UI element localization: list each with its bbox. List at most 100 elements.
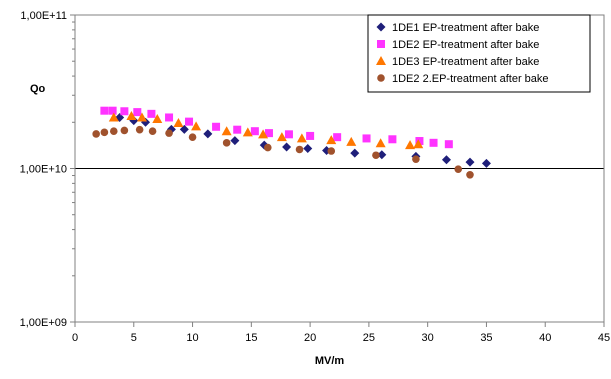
x-tick-label: 20 (304, 332, 316, 344)
axes: 0 5 10 15 20 25 30 35 40 45 1,00E+09 1,00E+10 1,00E+… (20, 10, 611, 344)
y-tick-label: 1,00E+09 (20, 317, 67, 329)
data-point-triangle (137, 112, 148, 122)
data-point-square (429, 138, 438, 147)
data-point-triangle (126, 110, 137, 120)
data-point-triangle (152, 114, 163, 124)
x-tick-label: 10 (186, 332, 198, 344)
data-point-circle (100, 128, 109, 137)
legend-marker-triangle (376, 56, 386, 65)
y-axis-title: Qo (30, 83, 46, 95)
series-2 (100, 106, 453, 149)
data-point-circle (466, 170, 474, 179)
data-point-diamond (203, 129, 213, 139)
series-3 (108, 110, 424, 150)
data-point-triangle (191, 121, 202, 131)
data-point-square (120, 107, 129, 116)
data-point-square (444, 140, 453, 149)
data-point-square (284, 130, 293, 139)
legend-marker-diamond (376, 22, 386, 32)
legend-marker-square (377, 40, 385, 48)
data-point-square (133, 108, 142, 117)
data-point-diamond (179, 124, 189, 134)
x-tick-label: 35 (480, 332, 492, 344)
data-point-square (100, 106, 109, 115)
data-point-diamond (441, 155, 451, 165)
data-point-circle (109, 127, 118, 135)
data-point-triangle (108, 112, 119, 122)
legend-marker-circle (377, 74, 385, 82)
data-point-triangle (258, 129, 269, 139)
data-point-square (264, 129, 273, 138)
data-point-triangle (276, 132, 287, 142)
x-tick-label: 0 (72, 332, 78, 344)
legend-entry-1de1: 1DE1 EP-treatment after bake (376, 22, 539, 34)
legend-label: 1DE2 EP-treatment after bake (392, 39, 539, 51)
x-tick-label: 5 (131, 332, 137, 344)
data-point-circle (412, 155, 420, 163)
series-4 (92, 125, 474, 179)
legend-entry-1de3: 1DE3 EP-treatment after bake (376, 56, 539, 68)
data-point-triangle (405, 140, 416, 150)
data-point-diamond (303, 143, 313, 153)
x-tick-label: 45 (598, 332, 610, 344)
data-point-triangle (296, 133, 307, 143)
data-point-circle (372, 151, 380, 160)
data-point-circle (222, 139, 231, 147)
legend-marker-circle (377, 74, 385, 82)
data-point-circle (327, 147, 336, 155)
data-point-circle (120, 126, 129, 135)
legend-marker-triangle (376, 56, 386, 65)
legend-label: 1DE2 2.EP-treatment after bake (392, 73, 549, 85)
legend-label: 1DE3 EP-treatment after bake (392, 56, 539, 68)
data-point-triangle (413, 139, 424, 149)
data-point-circle (295, 145, 304, 154)
data-point-circle (454, 165, 463, 173)
data-point-diamond (350, 148, 360, 158)
data-point-diamond (377, 150, 387, 160)
x-tick-label: 25 (363, 332, 375, 344)
data-point-diamond (282, 142, 292, 152)
legend-entry-1de2: 1DE2 EP-treatment after bake (377, 39, 539, 51)
series-points (92, 106, 491, 179)
data-point-square (233, 125, 242, 134)
legend-box (367, 14, 591, 93)
data-point-circle (165, 129, 173, 137)
data-point-diamond (481, 158, 491, 168)
data-point-diamond (230, 136, 240, 146)
data-point-triangle (242, 127, 253, 137)
data-point-circle (188, 133, 197, 141)
x-tick-label: 40 (539, 332, 551, 344)
x-tick-label: 30 (422, 332, 434, 344)
data-point-triangle (173, 117, 184, 127)
data-point-square (250, 127, 259, 136)
legend-label: 1DE1 EP-treatment after bake (392, 22, 539, 34)
data-point-triangle (221, 126, 232, 136)
data-point-square (185, 117, 194, 126)
data-point-circle (148, 127, 157, 135)
data-point-square (388, 135, 397, 144)
data-point-circle (92, 130, 100, 138)
data-point-square (147, 109, 156, 118)
data-point-triangle (375, 138, 386, 148)
data-point-square (362, 134, 371, 143)
data-point-square (165, 113, 174, 122)
y-tick-label: 1,00E+10 (20, 164, 67, 176)
data-point-square (415, 137, 424, 146)
y-tick-label: 1,00E+11 (20, 10, 67, 22)
data-point-diamond (465, 157, 475, 167)
data-point-circle (263, 143, 272, 152)
data-point-triangle (326, 135, 337, 145)
data-point-square (306, 131, 315, 140)
x-axis-title: MV/m (315, 355, 345, 367)
data-point-triangle (346, 136, 357, 146)
data-point-square (212, 122, 221, 131)
legend: 1DE1 EP-treatment after bake 1DE2 EP-tre… (367, 14, 591, 93)
data-point-circle (135, 125, 144, 134)
x-tick-label: 15 (245, 332, 257, 344)
legend-marker-diamond (376, 22, 386, 32)
data-point-square (108, 106, 117, 115)
data-point-square (333, 133, 342, 142)
legend-marker-square (377, 40, 385, 48)
